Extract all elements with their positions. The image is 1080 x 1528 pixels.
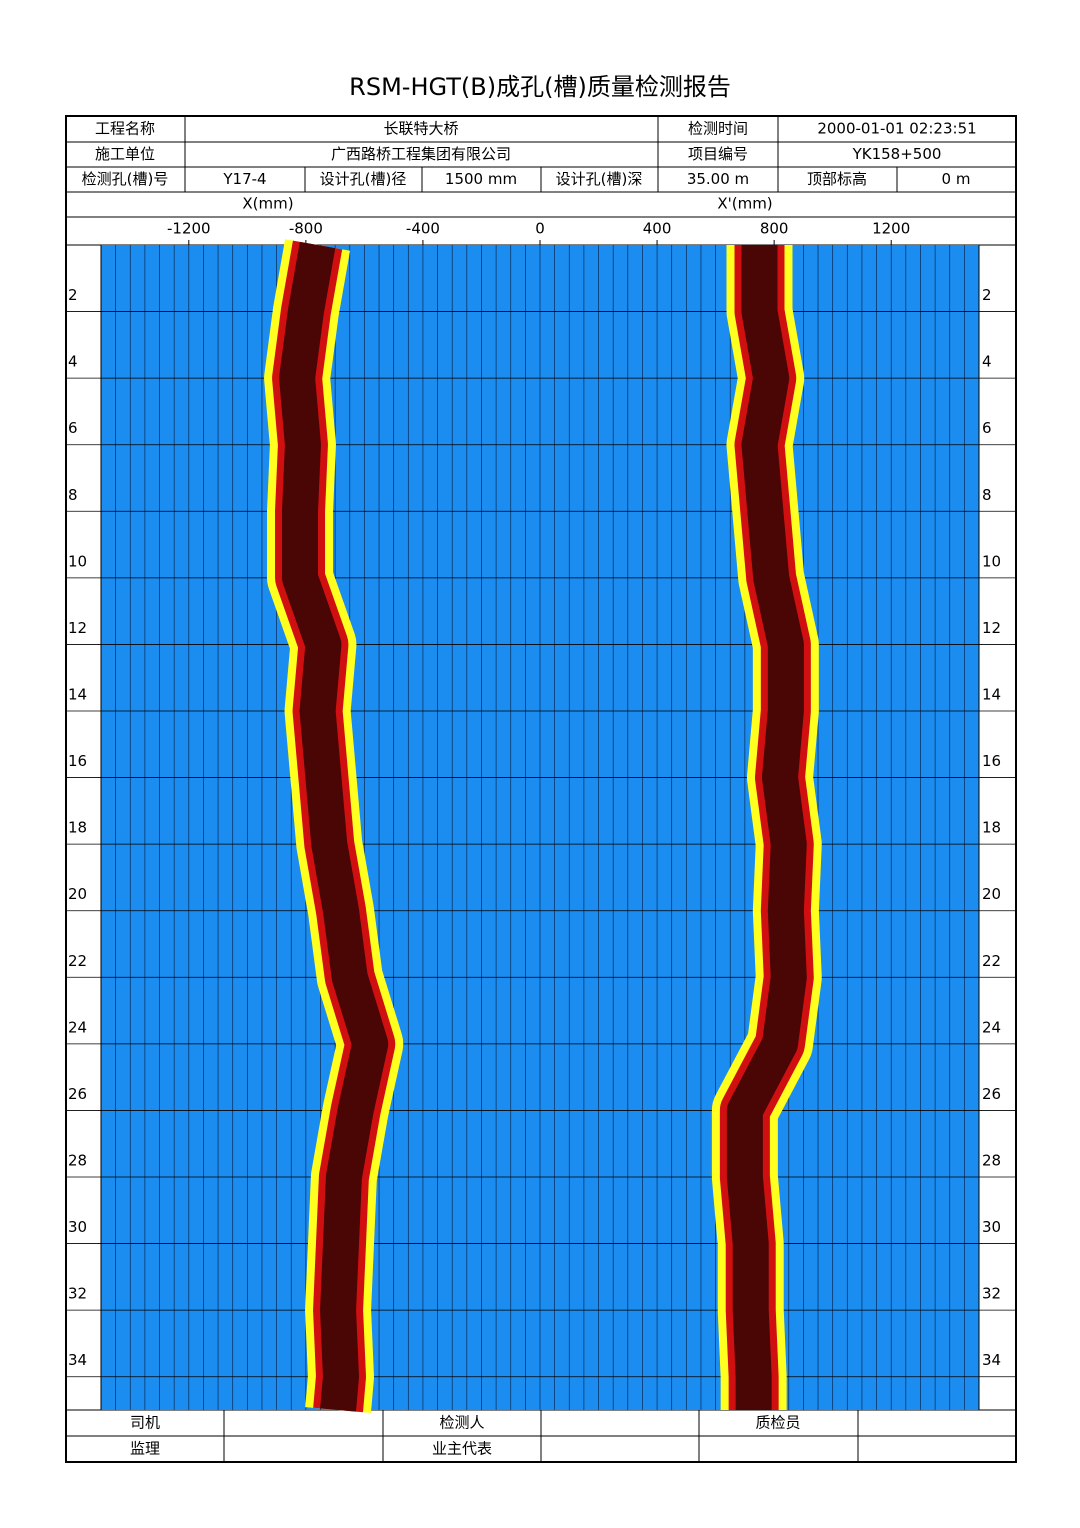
- info-cell: 1500 mm: [445, 170, 517, 188]
- info-cell: 设计孔(槽)径: [320, 170, 407, 188]
- y-tick-label-right: 26: [982, 1085, 1001, 1103]
- x-tick-label: 800: [760, 220, 789, 238]
- x-axis-label: X(mm): [242, 195, 293, 213]
- info-cell: 顶部标高: [807, 170, 867, 188]
- y-tick-label: 6: [68, 419, 78, 437]
- x2-axis-label: X'(mm): [717, 195, 772, 213]
- y-tick-label-right: 6: [982, 419, 992, 437]
- info-cell: 2000-01-01 02:23:51: [817, 120, 976, 138]
- y-tick-label: 24: [68, 1018, 87, 1036]
- y-tick-label-right: 22: [982, 952, 1001, 970]
- wall-trace: [279, 241, 389, 1412]
- y-tick-label: 12: [68, 619, 87, 637]
- y-tick-label: 14: [68, 686, 87, 704]
- y-tick-label-right: 30: [982, 1218, 1001, 1236]
- x-tick-label: -400: [406, 220, 440, 238]
- y-tick-label-right: 12: [982, 619, 1001, 637]
- report-title: RSM-HGT(B)成孔(槽)质量检测报告: [349, 73, 731, 101]
- footer-cell: 检测人: [439, 1414, 484, 1432]
- y-tick-label: 2: [68, 286, 78, 304]
- footer-cell: 监理: [130, 1440, 160, 1458]
- footer-cell: 业主代表: [432, 1440, 492, 1458]
- y-tick-label-right: 4: [982, 353, 992, 371]
- info-cell: 检测时间: [688, 120, 748, 138]
- y-tick-label-right: 20: [982, 885, 1001, 903]
- x-tick-label: 0: [535, 220, 545, 238]
- info-cell: YK158+500: [852, 145, 942, 163]
- info-cell: 0 m: [942, 170, 971, 188]
- info-cell: 工程名称: [95, 120, 155, 138]
- y-tick-label-right: 32: [982, 1285, 1001, 1303]
- info-cell: 长联特大桥: [383, 120, 458, 138]
- info-cell: 35.00 m: [687, 170, 749, 188]
- y-tick-label: 20: [68, 885, 87, 903]
- x-tick-label: -1200: [167, 220, 211, 238]
- info-cell: 广西路桥工程集团有限公司: [331, 145, 511, 163]
- info-cell: 检测孔(槽)号: [82, 170, 169, 188]
- wall-trace: [726, 245, 807, 1410]
- info-cell: 项目编号: [688, 145, 748, 163]
- y-tick-label: 10: [68, 552, 87, 570]
- y-tick-label-right: 2: [982, 286, 992, 304]
- x-tick-label: 1200: [872, 220, 910, 238]
- y-tick-label: 18: [68, 819, 87, 837]
- y-tick-label-right: 10: [982, 552, 1001, 570]
- y-tick-label: 4: [68, 353, 78, 371]
- y-tick-label: 26: [68, 1085, 87, 1103]
- y-tick-label: 8: [68, 486, 78, 504]
- y-tick-label: 34: [68, 1351, 87, 1369]
- y-tick-label-right: 8: [982, 486, 992, 504]
- y-tick-label-right: 28: [982, 1152, 1001, 1170]
- info-cell: 施工单位: [95, 145, 155, 163]
- y-tick-label: 16: [68, 752, 87, 770]
- y-tick-label-right: 14: [982, 686, 1001, 704]
- footer-cell: 司机: [130, 1414, 160, 1432]
- y-tick-label-right: 24: [982, 1018, 1001, 1036]
- x-tick-label: 400: [643, 220, 672, 238]
- y-tick-label-right: 18: [982, 819, 1001, 837]
- x-tick-label: -800: [289, 220, 323, 238]
- y-tick-label: 28: [68, 1152, 87, 1170]
- y-tick-label: 30: [68, 1218, 87, 1236]
- y-tick-label: 32: [68, 1285, 87, 1303]
- info-cell: 设计孔(槽)深: [556, 170, 643, 188]
- y-tick-label-right: 16: [982, 752, 1001, 770]
- info-cell: Y17-4: [222, 170, 266, 188]
- y-tick-label-right: 34: [982, 1351, 1001, 1369]
- y-tick-label: 22: [68, 952, 87, 970]
- footer-cell: 质检员: [755, 1414, 800, 1432]
